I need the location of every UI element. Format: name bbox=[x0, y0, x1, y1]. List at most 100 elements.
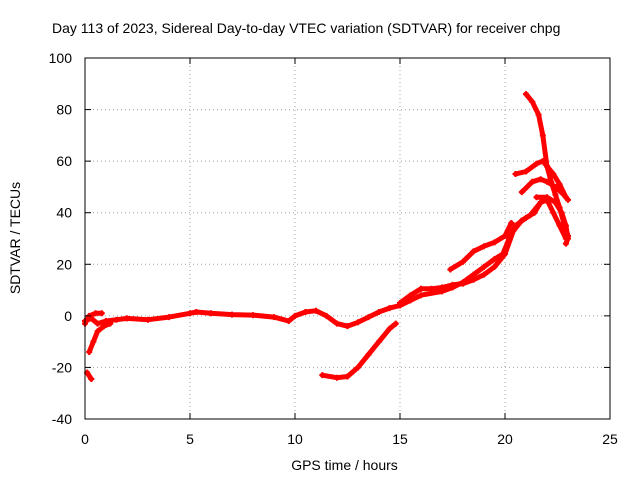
data-point bbox=[428, 285, 435, 292]
data-point bbox=[355, 319, 361, 326]
data-point bbox=[449, 281, 456, 288]
data-point bbox=[470, 248, 477, 255]
data-point bbox=[124, 315, 130, 322]
data-point bbox=[334, 320, 340, 327]
y-tick-label: -40 bbox=[52, 411, 72, 427]
data-point bbox=[550, 171, 557, 178]
data-point bbox=[556, 222, 563, 229]
data-point bbox=[407, 292, 414, 299]
data-point bbox=[407, 297, 414, 304]
data-point bbox=[544, 163, 550, 170]
data-point bbox=[100, 323, 107, 330]
x-tick-label: 0 bbox=[81, 431, 89, 447]
data-point bbox=[418, 292, 424, 299]
data-point bbox=[491, 239, 498, 246]
data-point bbox=[523, 91, 529, 98]
series-trace-start-drop bbox=[86, 320, 114, 355]
data-point bbox=[491, 256, 498, 263]
data-point bbox=[537, 199, 544, 206]
data-point bbox=[376, 338, 382, 345]
data-point bbox=[544, 194, 550, 201]
data-point bbox=[556, 181, 563, 188]
data-point bbox=[98, 310, 105, 317]
data-point bbox=[535, 111, 542, 118]
data-point bbox=[208, 310, 214, 317]
data-point bbox=[537, 176, 544, 183]
series-line bbox=[82, 310, 105, 327]
data-point bbox=[518, 189, 525, 196]
plot-frame bbox=[84, 57, 611, 420]
data-point bbox=[470, 276, 477, 283]
series-line bbox=[397, 199, 544, 306]
data-point bbox=[386, 325, 393, 332]
series-trace-start-low bbox=[84, 369, 95, 383]
data-point bbox=[187, 310, 193, 317]
data-point bbox=[344, 373, 351, 380]
x-axis-label: GPS time / hours bbox=[291, 457, 398, 473]
data-point bbox=[334, 374, 340, 381]
series-line bbox=[319, 321, 399, 381]
data-point bbox=[319, 372, 326, 379]
data-point bbox=[562, 240, 569, 247]
data-point bbox=[470, 271, 477, 278]
data-point bbox=[365, 314, 372, 321]
data-point bbox=[107, 320, 114, 327]
data-point bbox=[527, 212, 534, 219]
data-point bbox=[392, 320, 399, 327]
data-point bbox=[365, 351, 372, 358]
data-point bbox=[544, 178, 550, 185]
data-point bbox=[502, 250, 508, 257]
y-axis-label: SDTVAR / TECUs bbox=[7, 182, 23, 294]
data-point bbox=[250, 312, 256, 319]
data-point bbox=[418, 285, 424, 292]
data-point bbox=[523, 168, 529, 175]
series-line bbox=[82, 197, 569, 329]
data-point bbox=[145, 316, 151, 323]
data-point bbox=[113, 316, 120, 323]
data-point bbox=[271, 314, 277, 321]
data-point bbox=[481, 271, 487, 278]
x-tick-label: 20 bbox=[497, 431, 513, 447]
series-line bbox=[86, 321, 113, 355]
data-point bbox=[439, 284, 445, 291]
grid bbox=[85, 58, 610, 419]
data-point bbox=[560, 191, 567, 198]
data-point bbox=[565, 235, 571, 242]
data-point bbox=[552, 191, 559, 198]
data-point bbox=[539, 132, 546, 139]
data-point bbox=[94, 328, 101, 335]
y-tick-label: 100 bbox=[49, 50, 73, 66]
data-point bbox=[481, 243, 487, 250]
data-point bbox=[460, 280, 466, 287]
data-point bbox=[552, 183, 559, 190]
data-point bbox=[344, 323, 351, 330]
series-trace-side-b bbox=[518, 176, 571, 203]
data-point bbox=[508, 220, 515, 227]
data-point bbox=[552, 199, 559, 206]
x-tick-label: 5 bbox=[186, 431, 194, 447]
data-point bbox=[529, 178, 536, 185]
data-point bbox=[94, 320, 101, 327]
data-point bbox=[481, 263, 487, 270]
y-tick-label: 40 bbox=[56, 205, 72, 221]
y-tick-label: 0 bbox=[64, 308, 72, 324]
series-trace-branch bbox=[447, 220, 515, 273]
data-point bbox=[558, 209, 565, 216]
data-point bbox=[355, 364, 361, 371]
data-point bbox=[193, 308, 200, 315]
data-point bbox=[491, 263, 498, 270]
data-point bbox=[166, 314, 172, 321]
ticks: 0 5 10 15 20 25 -40 -20 0 20 40 60 80 100 bbox=[49, 50, 618, 447]
y-tick-label: 20 bbox=[56, 256, 72, 272]
data-point bbox=[86, 348, 93, 355]
series-line bbox=[513, 158, 569, 200]
data-point bbox=[229, 311, 235, 318]
data-point bbox=[88, 376, 95, 383]
data-point bbox=[376, 308, 382, 315]
series-trace-mid-upper bbox=[397, 199, 544, 306]
data-point bbox=[92, 310, 99, 317]
data-point bbox=[512, 171, 519, 178]
data-point bbox=[502, 232, 508, 239]
series-trace-side-a bbox=[512, 158, 569, 201]
